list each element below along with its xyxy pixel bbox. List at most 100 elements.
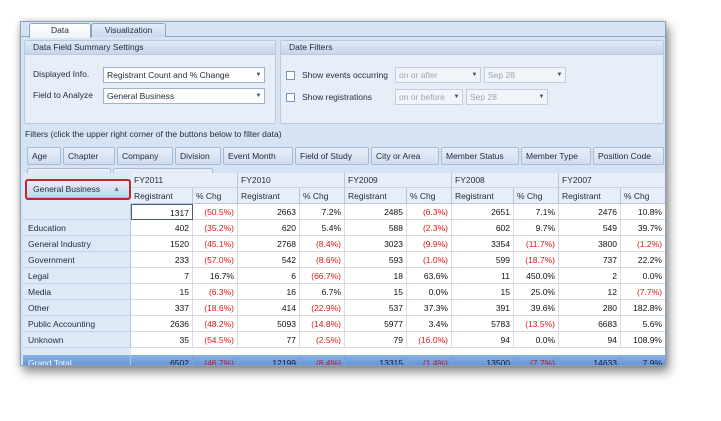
registrant-cell: 35 <box>131 332 193 348</box>
registrant-cell: 15 <box>131 284 193 300</box>
registrant-cell: 2651 <box>452 204 514 220</box>
pct-change-column-header: % Chg <box>407 188 452 204</box>
summary-settings-panel: Data Field Summary Settings Displayed In… <box>24 40 276 124</box>
tab-visualization[interactable]: Visualization <box>91 23 166 37</box>
filter-button-company[interactable]: Company <box>117 147 173 165</box>
pct-change-cell: (50.5%) <box>193 204 238 220</box>
registrant-cell: 6 <box>238 268 300 284</box>
tab-data[interactable]: Data <box>29 23 91 38</box>
filter-button-age[interactable]: Age <box>27 147 61 165</box>
row-header[interactable]: Media <box>23 284 131 300</box>
registrant-cell: 11 <box>452 268 514 284</box>
year-column-header: FY2011 <box>131 173 238 188</box>
pivot-grid: General Business ▲ FY2011 Registrant % Chg… <box>23 173 665 365</box>
registrant-cell: 2663 <box>238 204 300 220</box>
filter-button-chapter[interactable]: Chapter <box>63 147 115 165</box>
registrant-cell: 414 <box>238 300 300 316</box>
registrant-cell: 94 <box>452 332 514 348</box>
registrations-checkbox[interactable] <box>286 93 295 102</box>
general-business-field-label: General Business <box>33 184 101 194</box>
filter-button-member-status[interactable]: Member Status <box>441 147 519 165</box>
total-pct-change-cell: (7.7%) <box>514 355 559 365</box>
events-label: Show events occurring <box>302 70 388 80</box>
pct-change-cell: 7.2% <box>300 204 345 220</box>
row-header[interactable]: Legal <box>23 268 131 284</box>
year-column-header: FY2010 <box>238 173 345 188</box>
displayed-info-select[interactable]: Registrant Count and % Change ▼ <box>103 67 265 83</box>
registrant-cell: 588 <box>345 220 407 236</box>
registrant-cell: 620 <box>238 220 300 236</box>
filter-button-event-month[interactable]: Event Month <box>223 147 293 165</box>
pct-change-cell: (6.3%) <box>407 204 452 220</box>
registrations-date-picker[interactable]: Sep 28 ▼ <box>466 89 548 105</box>
pct-change-cell: (66.7%) <box>300 268 345 284</box>
registrations-mode-select[interactable]: on or before ▼ <box>395 89 463 105</box>
registrant-cell: 549 <box>559 220 621 236</box>
pct-change-cell: (35.2%) <box>193 220 238 236</box>
filter-button-position-code[interactable]: Position Code <box>593 147 664 165</box>
registrant-cell: 391 <box>452 300 514 316</box>
pct-change-cell: 0.0% <box>407 284 452 300</box>
registrant-cell: 599 <box>452 252 514 268</box>
row-header[interactable]: Unknown <box>23 332 131 348</box>
registrant-cell: 5783 <box>452 316 514 332</box>
pct-change-cell: (8.4%) <box>300 236 345 252</box>
total-pct-change-cell: (1.4%) <box>407 355 452 365</box>
pct-change-cell: 10.8% <box>621 204 665 220</box>
pct-change-cell: 0.0% <box>621 268 665 284</box>
registrant-cell: 3023 <box>345 236 407 252</box>
registrant-cell: 1317 <box>131 204 193 220</box>
tab-strip: Data Visualization <box>21 22 665 38</box>
pct-change-cell: (48.2%) <box>193 316 238 332</box>
registrant-cell: 2485 <box>345 204 407 220</box>
pct-change-cell: 108.9% <box>621 332 665 348</box>
row-header[interactable]: Other <box>23 300 131 316</box>
year-column-header: FY2009 <box>345 173 452 188</box>
registrations-date-value: Sep 28 <box>470 92 497 102</box>
pct-change-cell: (2.3%) <box>407 220 452 236</box>
pct-change-cell: 39.6% <box>514 300 559 316</box>
total-registrant-cell: 13315 <box>345 355 407 365</box>
pct-change-column-header: % Chg <box>300 188 345 204</box>
pct-change-cell: 39.7% <box>621 220 665 236</box>
events-date-value: Sep 28 <box>488 70 515 80</box>
registrant-cell: 233 <box>131 252 193 268</box>
filter-button-division[interactable]: Division <box>175 147 221 165</box>
pct-change-cell: 3.4% <box>407 316 452 332</box>
filter-button-city-or-area[interactable]: City or Area <box>371 147 439 165</box>
field-to-analyze-value: General Business <box>107 91 175 101</box>
pct-change-cell: (18.7%) <box>514 252 559 268</box>
row-header[interactable]: Government <box>23 252 131 268</box>
registrations-mode-value: on or before <box>399 92 445 102</box>
pct-change-cell: (16.0%) <box>407 332 452 348</box>
pct-change-cell: (11.7%) <box>514 236 559 252</box>
pct-change-cell: (2.5%) <box>300 332 345 348</box>
registrant-cell: 2476 <box>559 204 621 220</box>
row-header[interactable]: Public Accounting <box>23 316 131 332</box>
general-business-field-button[interactable]: General Business ▲ <box>26 180 130 198</box>
events-checkbox[interactable] <box>286 71 295 80</box>
registrant-column-header: Registrant <box>559 188 621 204</box>
chevron-down-icon: ▼ <box>453 94 460 100</box>
registrant-cell: 3354 <box>452 236 514 252</box>
events-mode-value: on or after <box>399 70 438 80</box>
row-header[interactable]: Education <box>23 220 131 236</box>
pct-change-cell: 6.7% <box>300 284 345 300</box>
registrant-cell: 5977 <box>345 316 407 332</box>
registrant-cell: 2 <box>559 268 621 284</box>
events-mode-select[interactable]: on or after ▼ <box>395 67 481 83</box>
total-pct-change-cell: (8.4%) <box>300 355 345 365</box>
chevron-down-icon: ▼ <box>556 72 563 78</box>
pct-change-cell: (57.0%) <box>193 252 238 268</box>
pct-change-column-header: % Chg <box>193 188 238 204</box>
events-date-picker[interactable]: Sep 28 ▼ <box>484 67 566 83</box>
row-header[interactable]: General Industry <box>23 236 131 252</box>
pct-change-cell: (1.2%) <box>621 236 665 252</box>
registrant-cell: 337 <box>131 300 193 316</box>
field-to-analyze-select[interactable]: General Business ▼ <box>103 88 265 104</box>
filter-button-field-of-study[interactable]: Field of Study <box>295 147 369 165</box>
pct-change-cell: 5.6% <box>621 316 665 332</box>
filter-button-member-type[interactable]: Member Type <box>521 147 591 165</box>
row-header[interactable] <box>23 204 131 220</box>
pct-change-cell: 25.0% <box>514 284 559 300</box>
